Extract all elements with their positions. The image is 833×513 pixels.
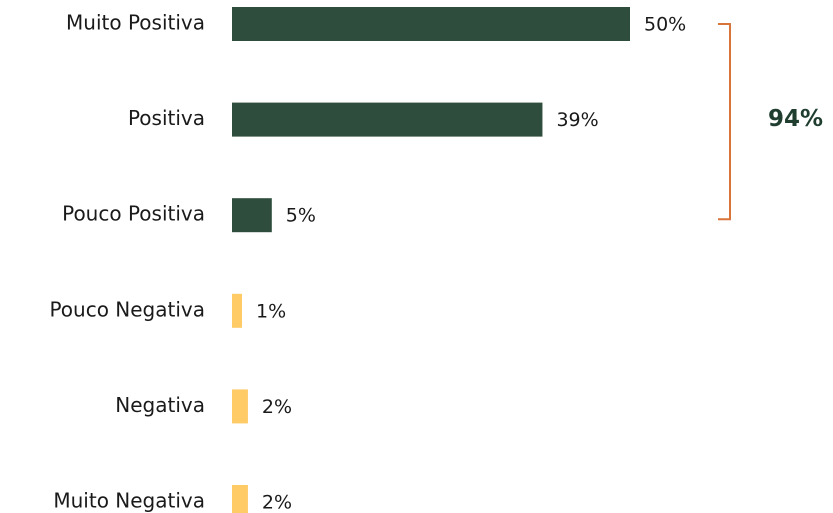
category-label-pouco-negativa: Pouco Negativa bbox=[49, 297, 205, 321]
bar-pouco-positiva bbox=[232, 198, 272, 233]
value-label-pouco-positiva: 5% bbox=[286, 205, 316, 227]
value-label-muito-negativa: 2% bbox=[262, 492, 292, 513]
total-annotation: 94% bbox=[718, 23, 823, 221]
category-label-positiva: Positiva bbox=[128, 106, 205, 130]
category-label-muito-negativa: Muito Negativa bbox=[53, 489, 205, 513]
total-label: 94% bbox=[768, 106, 823, 132]
category-label-pouco-positiva: Pouco Positiva bbox=[62, 202, 205, 226]
category-label-muito-positiva: Muito Positiva bbox=[66, 11, 205, 35]
bar-muito-positiva bbox=[232, 7, 630, 41]
value-label-pouco-negativa: 1% bbox=[256, 300, 286, 322]
bar-positiva bbox=[232, 102, 543, 137]
bar-negativa bbox=[232, 389, 248, 424]
category-label-negativa: Negativa bbox=[115, 393, 205, 417]
category-labels: Muito Positiva Positiva Pouco Positiva Pouc… bbox=[49, 11, 205, 513]
value-labels: 50% 39% 5% 1% 2% 2% bbox=[256, 14, 686, 513]
bar-muito-negativa bbox=[232, 485, 248, 513]
bars bbox=[232, 7, 630, 513]
bar-pouco-negativa bbox=[232, 293, 242, 328]
bracket-annotation bbox=[718, 23, 731, 221]
value-label-muito-positiva: 50% bbox=[644, 14, 686, 36]
value-label-negativa: 2% bbox=[262, 396, 292, 418]
value-label-positiva: 39% bbox=[556, 109, 598, 131]
